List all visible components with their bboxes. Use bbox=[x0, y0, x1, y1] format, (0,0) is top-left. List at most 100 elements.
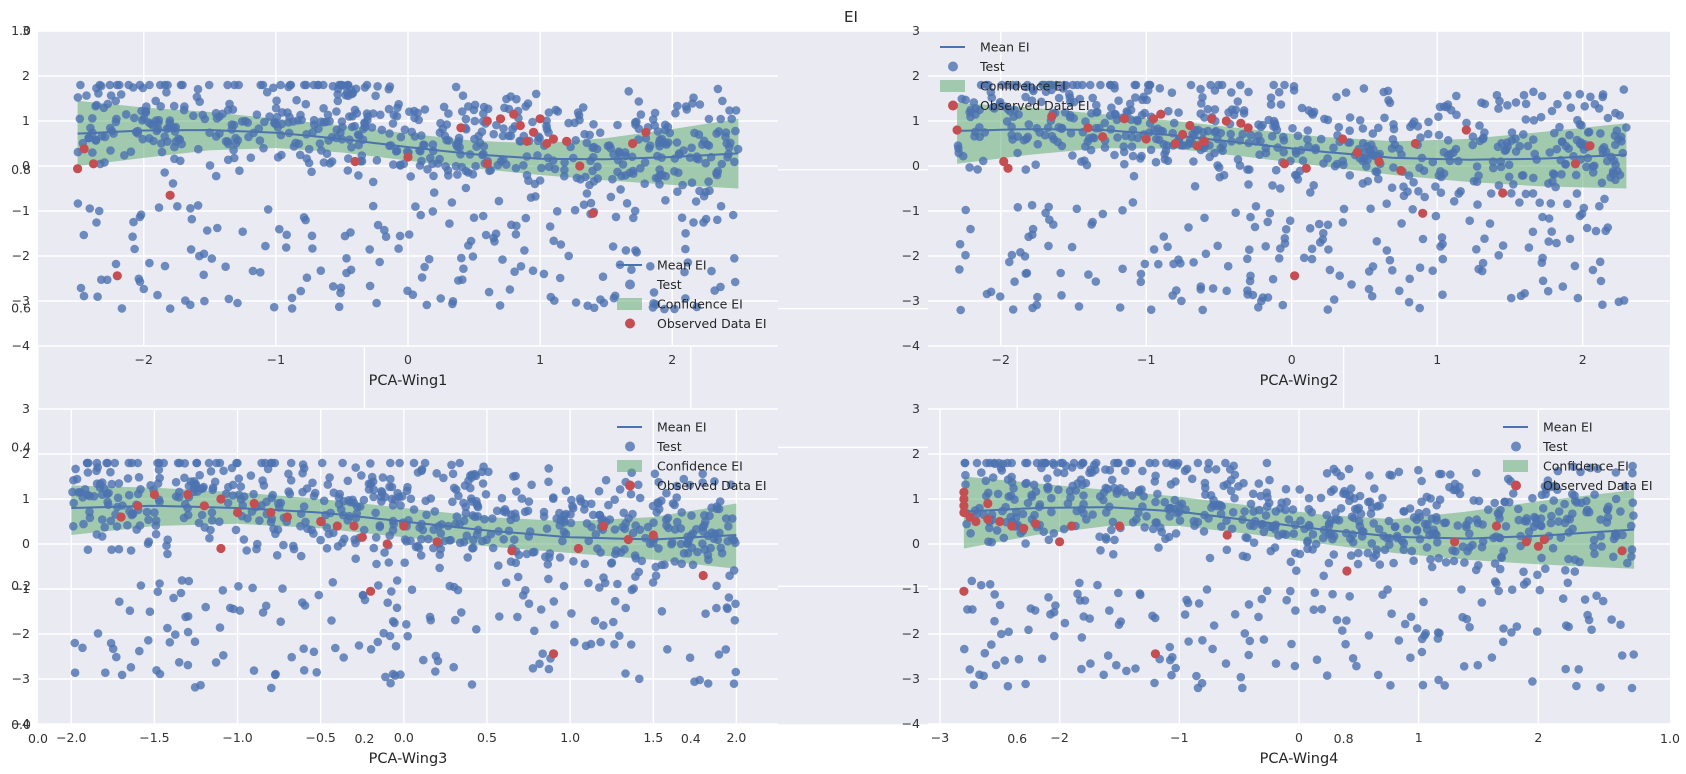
test-point bbox=[1493, 142, 1503, 152]
test-point bbox=[1438, 290, 1447, 300]
test-point bbox=[1206, 80, 1215, 90]
test-point bbox=[469, 543, 478, 553]
test-point bbox=[310, 488, 320, 498]
test-point bbox=[1416, 133, 1425, 142]
test-point bbox=[726, 480, 736, 490]
test-point bbox=[156, 102, 165, 111]
test-point bbox=[335, 489, 345, 499]
test-point bbox=[379, 628, 389, 638]
test-point bbox=[449, 662, 459, 672]
observed-point bbox=[1222, 530, 1232, 540]
test-point bbox=[1021, 479, 1030, 489]
test-point bbox=[1082, 160, 1092, 170]
test-point bbox=[367, 123, 377, 132]
test-point bbox=[1240, 629, 1250, 638]
test-point bbox=[724, 593, 734, 602]
test-point bbox=[1316, 134, 1326, 144]
confidence-band bbox=[957, 103, 1627, 189]
test-point bbox=[641, 533, 650, 543]
test-point bbox=[254, 124, 264, 133]
test-point bbox=[308, 478, 317, 488]
test-point bbox=[560, 158, 569, 167]
legend-patch-swatch bbox=[617, 460, 642, 472]
test-point bbox=[723, 604, 732, 614]
test-point bbox=[972, 458, 982, 468]
test-point bbox=[1161, 534, 1170, 544]
test-point bbox=[556, 516, 565, 525]
test-point bbox=[524, 497, 534, 506]
test-point bbox=[561, 486, 571, 496]
test-point bbox=[1107, 475, 1117, 485]
test-point bbox=[480, 514, 489, 524]
test-point bbox=[1497, 552, 1506, 562]
observed-point bbox=[1019, 523, 1029, 533]
test-point bbox=[105, 80, 115, 90]
test-point bbox=[704, 555, 713, 564]
test-point bbox=[965, 163, 974, 172]
test-point bbox=[97, 275, 106, 285]
test-point bbox=[1560, 499, 1569, 509]
test-point bbox=[621, 669, 630, 678]
test-point bbox=[692, 302, 702, 312]
observed-point bbox=[1410, 138, 1420, 149]
y-tick-label: −4 bbox=[902, 716, 920, 731]
test-point bbox=[1572, 498, 1582, 507]
test-point bbox=[83, 468, 93, 477]
test-point bbox=[1385, 540, 1394, 549]
test-point bbox=[582, 138, 592, 148]
test-point bbox=[1292, 566, 1301, 575]
test-point bbox=[1627, 683, 1637, 693]
test-point bbox=[1021, 92, 1030, 102]
test-point bbox=[564, 251, 573, 261]
test-point bbox=[1552, 238, 1561, 248]
test-point bbox=[721, 645, 731, 654]
test-point bbox=[114, 544, 124, 554]
legend-marker-swatch bbox=[1511, 441, 1521, 452]
test-point bbox=[499, 535, 509, 544]
test-point bbox=[1407, 546, 1417, 556]
observed-point bbox=[1342, 566, 1352, 576]
test-point bbox=[489, 129, 499, 139]
test-point bbox=[1047, 80, 1056, 90]
test-point bbox=[1189, 516, 1199, 526]
test-point bbox=[457, 107, 467, 116]
test-point bbox=[1568, 509, 1577, 518]
test-point bbox=[1041, 87, 1051, 96]
test-point bbox=[420, 105, 430, 114]
test-point bbox=[69, 476, 78, 485]
test-point bbox=[1575, 557, 1584, 567]
observed-point bbox=[149, 489, 159, 500]
test-point bbox=[464, 476, 473, 486]
test-point bbox=[576, 497, 586, 506]
test-point bbox=[375, 522, 385, 532]
test-point bbox=[1050, 631, 1059, 641]
test-point bbox=[1457, 585, 1466, 594]
test-point bbox=[1114, 588, 1123, 598]
test-point bbox=[211, 658, 221, 667]
test-point bbox=[710, 286, 719, 295]
test-point bbox=[1044, 535, 1054, 545]
test-point bbox=[323, 480, 333, 489]
test-point bbox=[1535, 585, 1545, 595]
test-point bbox=[731, 667, 741, 677]
test-point bbox=[1006, 491, 1016, 501]
test-point bbox=[1557, 170, 1566, 179]
test-point bbox=[607, 559, 616, 568]
test-point bbox=[1214, 500, 1223, 509]
test-point bbox=[68, 487, 77, 497]
test-point bbox=[1110, 535, 1119, 545]
y-tick-label: 3 bbox=[22, 23, 30, 38]
test-point bbox=[354, 641, 364, 650]
test-point bbox=[155, 579, 164, 588]
test-point bbox=[1629, 511, 1638, 520]
test-point bbox=[1243, 254, 1252, 264]
observed-point bbox=[399, 521, 409, 531]
legend-marker-swatch bbox=[625, 441, 635, 452]
test-point bbox=[1010, 277, 1019, 287]
test-point bbox=[1596, 531, 1606, 541]
test-point bbox=[313, 80, 323, 90]
test-point bbox=[1167, 670, 1176, 680]
test-point bbox=[544, 108, 554, 117]
test-point bbox=[588, 143, 597, 153]
test-point bbox=[1058, 84, 1068, 93]
